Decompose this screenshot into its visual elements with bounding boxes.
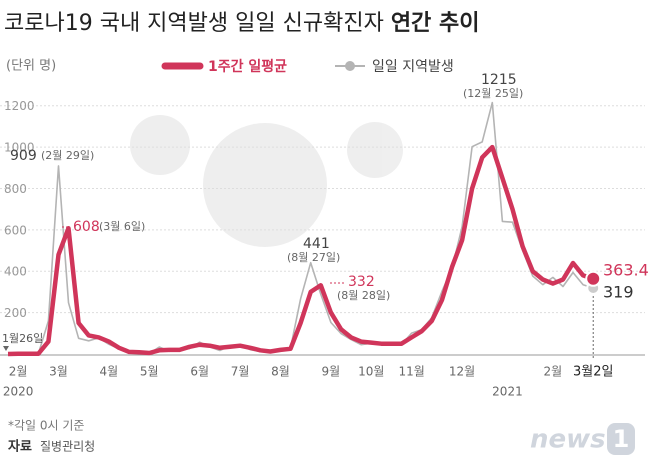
- logo-text: news: [530, 425, 606, 455]
- legend-label: 일일 지역발생: [372, 59, 454, 75]
- annotation-value: 441: [303, 236, 330, 252]
- x-tick-label: 2월: [544, 365, 563, 379]
- annotation-note: (8월 27일): [287, 250, 340, 264]
- title-emphasis: 연간 추이: [391, 11, 480, 36]
- y-tick-label: 400: [4, 265, 27, 279]
- x-tick-label: 5월: [140, 365, 159, 379]
- x-tick-label: 6월: [190, 365, 209, 379]
- footnote: *각일 0시 기준: [8, 419, 84, 433]
- source-label: 자료: [8, 440, 32, 455]
- y-tick-label: 1000: [4, 141, 35, 155]
- x-tick-label: 2월: [9, 365, 28, 379]
- annotation-value: 909: [10, 148, 37, 164]
- annotation-note: (8월 28일): [337, 288, 390, 302]
- x-year-label: 2021: [492, 385, 523, 399]
- x-tick-label: 7월: [231, 365, 250, 379]
- end-point: [585, 270, 602, 287]
- annotation-note: (2월 29일): [41, 148, 94, 162]
- x-tick-label: 3월: [49, 365, 68, 379]
- annotation-value: 1215: [481, 72, 517, 88]
- logo: news 1: [530, 423, 635, 455]
- x-tick-label: 11월: [398, 365, 424, 379]
- annotation-value: 319: [603, 283, 634, 302]
- x-tick-label: 3월2일: [573, 365, 613, 380]
- annotation-value: 1월26일: [2, 331, 43, 345]
- background-decoration: [130, 115, 403, 247]
- annotation-value: 608: [73, 219, 100, 235]
- legend-label: 1주간 일평균: [208, 58, 287, 75]
- annotation-value: 332: [348, 274, 375, 290]
- x-tick-label: 10월: [358, 365, 384, 379]
- legend: 1주간 일평균 일일 지역발생: [161, 58, 454, 75]
- logo-box: [607, 423, 635, 455]
- y-tick-label: 1200: [4, 99, 35, 113]
- line-series: [7, 144, 594, 357]
- unit-label: (단위 명): [6, 59, 56, 74]
- x-tick-label: 12월: [449, 365, 475, 379]
- logo-number: 1: [613, 425, 630, 453]
- start-marker: [3, 346, 9, 351]
- source: 질병관리청: [40, 440, 95, 454]
- chart-title: 코로나19 국내 지역발생 일일 신규확진자 연간 추이: [4, 11, 479, 36]
- annotation-note: (12월 25일): [463, 86, 523, 100]
- x-tick-label: 8월: [271, 365, 290, 379]
- y-tick-label: 800: [4, 182, 27, 196]
- x-year-label: 2020: [3, 385, 34, 399]
- x-tick-label: 4월: [100, 365, 119, 379]
- annotation-note: (3월 6일): [99, 219, 145, 233]
- y-tick-label: 200: [4, 306, 27, 320]
- legend-swatch-dot: [345, 61, 355, 71]
- x-tick-label: 9월: [322, 365, 341, 379]
- y-tick-label: 600: [4, 223, 27, 237]
- title-main: 코로나19 국내 지역발생 일일 신규확진자: [4, 11, 384, 36]
- annotation-value: 363.4: [603, 261, 649, 280]
